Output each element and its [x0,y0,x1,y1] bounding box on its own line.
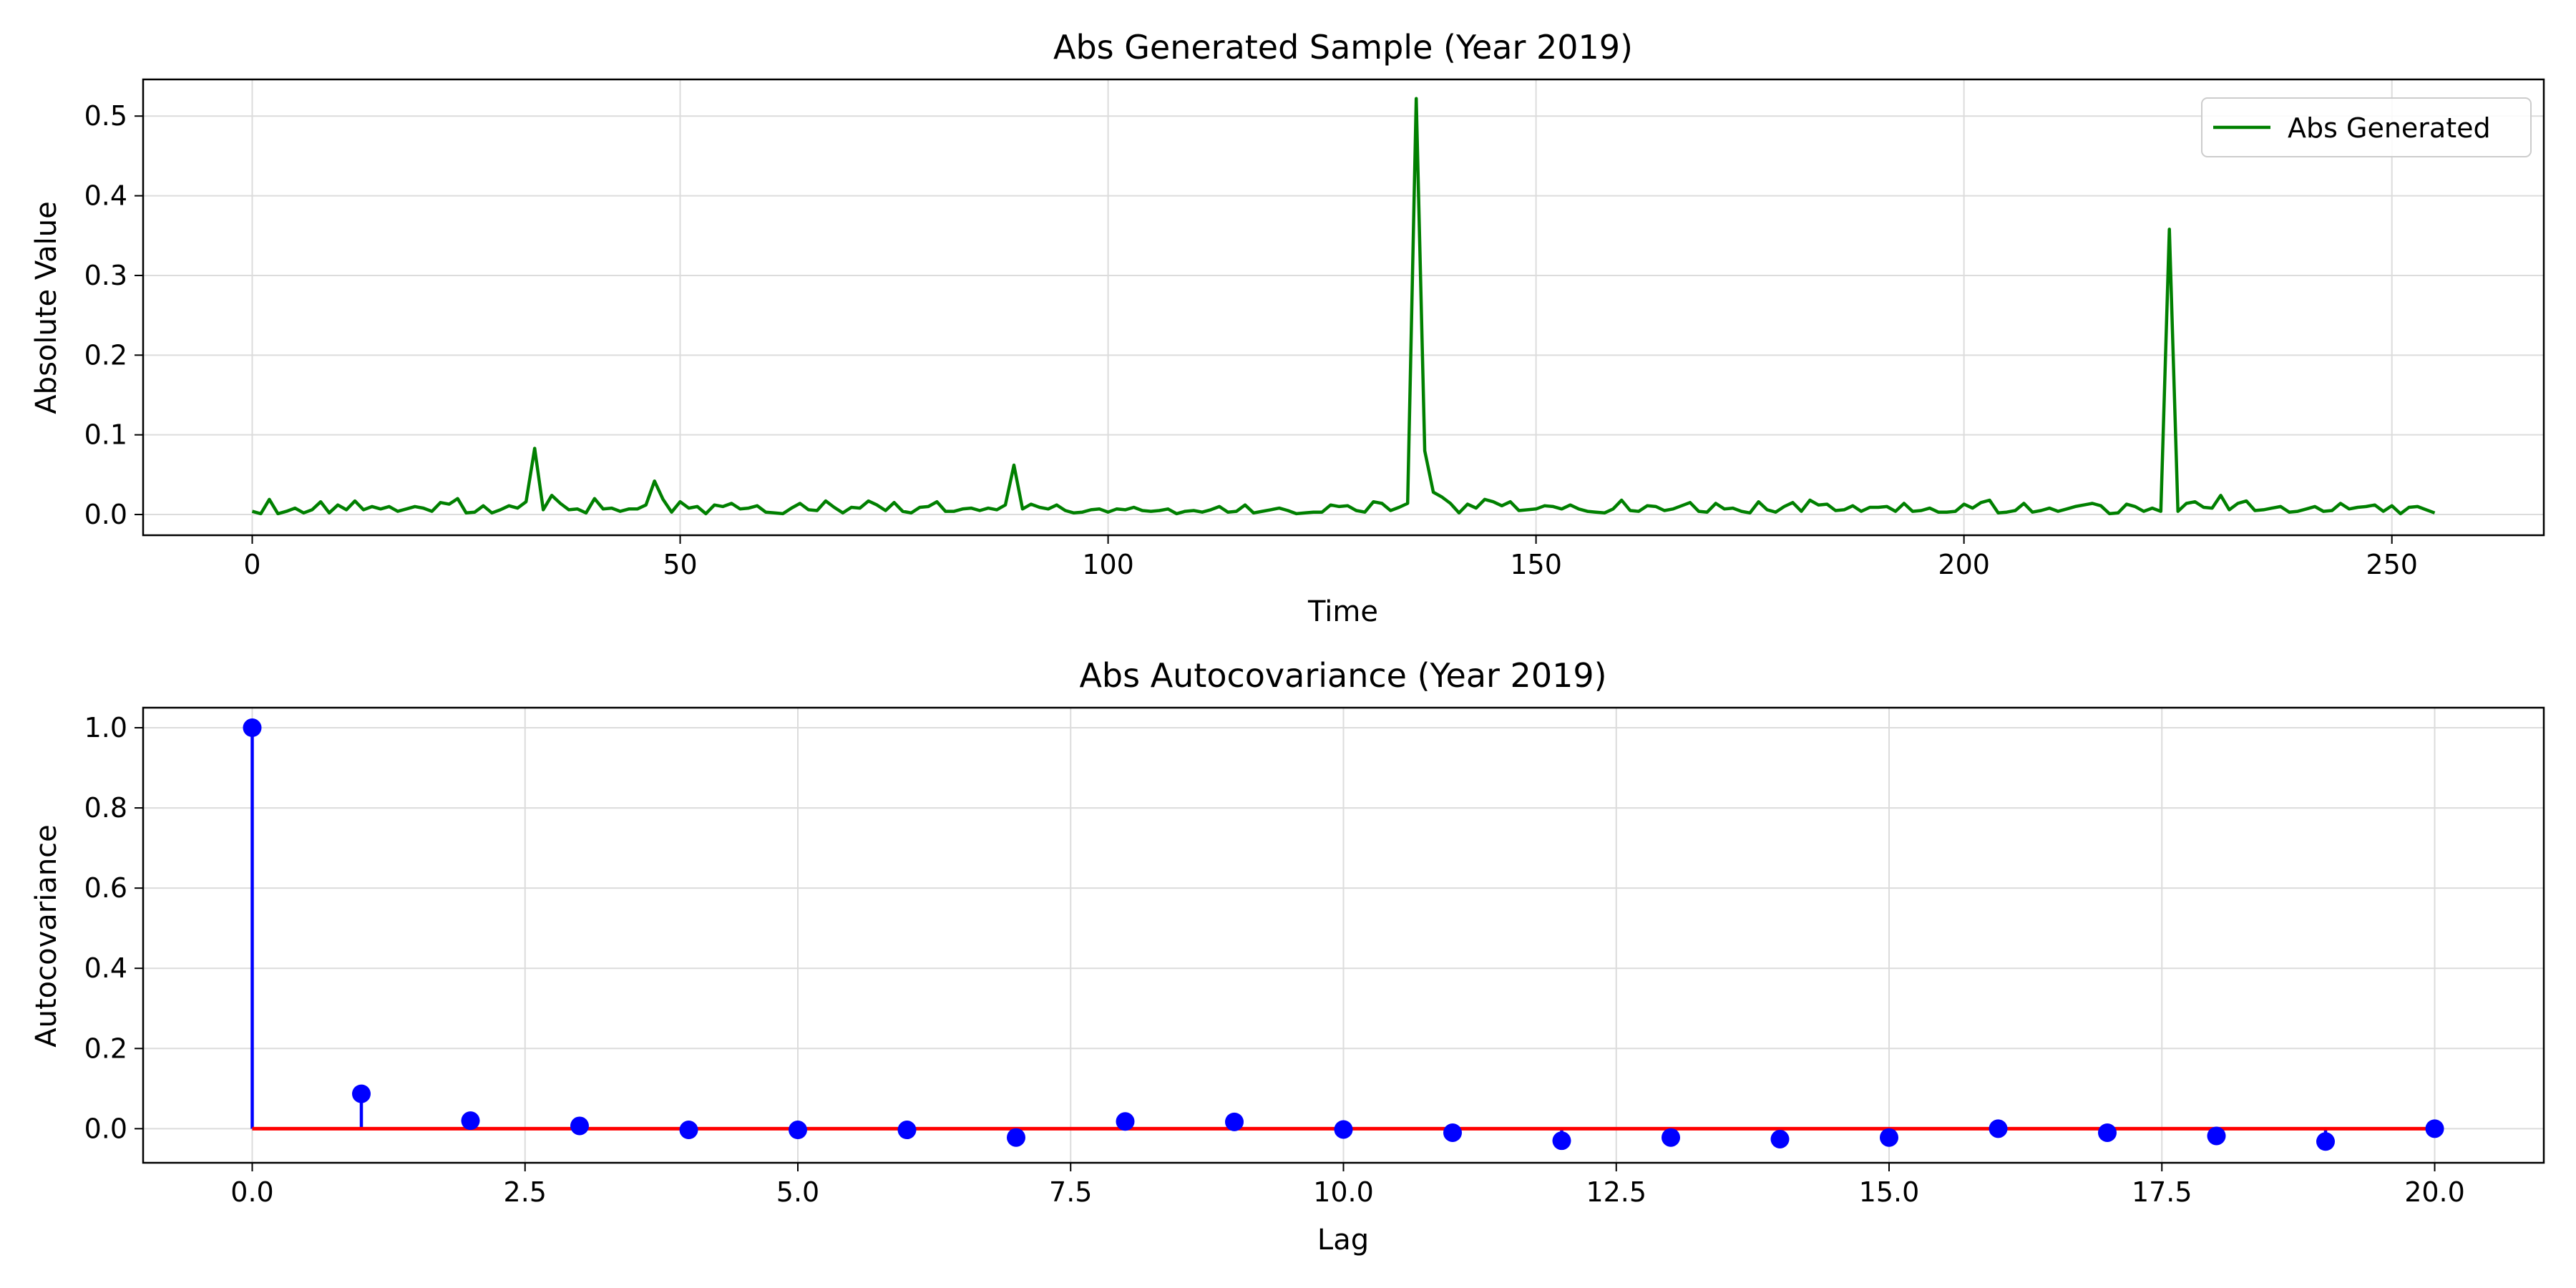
autocovariance-plot-ylabel: Autocovariance [30,824,63,1048]
legend-label: Abs Generated [2288,112,2491,144]
stem-marker [1880,1128,1898,1147]
sample-plot-frame [142,78,2545,537]
sample-plot-xtick-label: 250 [2366,549,2418,580]
stem-marker [1662,1128,1680,1147]
stem-marker [1443,1123,1462,1142]
stem-marker [897,1121,917,1140]
stem-marker [461,1111,480,1131]
autocovariance-plot-ytick-label: 1.0 [84,712,127,743]
autocovariance-plot-xtick-label: 5.0 [776,1176,819,1208]
autocovariance-plot-xtick-label: 15.0 [1859,1176,1920,1208]
stem-marker [2316,1132,2335,1151]
stem-marker [1989,1119,2008,1138]
autocovariance-plot-xtick-label: 0.0 [230,1176,273,1208]
sample-plot-title: Abs Generated Sample (Year 2019) [1053,28,1633,67]
stem-marker [2207,1126,2226,1146]
autocovariance-plot-ytick-label: 0.0 [84,1113,127,1144]
sample-plot-xtick-label: 0 [243,549,260,580]
autocovariance-plot-xtick-label: 20.0 [2404,1176,2465,1208]
sample-plot-ytick-label: 0.1 [84,419,127,451]
autocovariance-plot-ytick-label: 0.2 [84,1033,127,1064]
autocovariance-plot-xtick-label: 10.0 [1313,1176,1374,1208]
stem-marker [1007,1128,1025,1147]
sample-plot-xtick-label: 50 [663,549,697,580]
sample-plot-xtick-label: 150 [1510,549,1562,580]
sample-plot-ytick-label: 0.5 [84,100,127,132]
stem-marker [243,718,262,738]
stem-marker [1552,1131,1571,1151]
stem-marker [1225,1112,1244,1131]
autocovariance-plot-xtick-label: 12.5 [1586,1176,1646,1208]
sample-plot-ytick-label: 0.4 [84,180,127,212]
stem-marker [1770,1129,1790,1148]
stem-marker [1334,1120,1353,1139]
autocovariance-plot-ytick-label: 0.8 [84,792,127,824]
sample-plot-panel: Abs Generated Sample (Year 2019) Time Ab… [30,28,2545,628]
sample-plot-ytick-label: 0.2 [84,339,127,371]
autocovariance-plot-ytick-label: 0.4 [84,952,127,984]
stem-marker [2425,1119,2444,1138]
autocovariance-plot-xlabel: Lag [1317,1224,1369,1257]
autocovariance-plot-xtick-label: 7.5 [1049,1176,1092,1208]
stem-marker [679,1121,698,1140]
stem-marker [789,1121,807,1140]
sample-plot-ytick-label: 0.0 [84,499,127,530]
autocovariance-plot-title: Abs Autocovariance (Year 2019) [1079,656,1606,695]
autocovariance-plot-ytick-label: 0.6 [84,872,127,904]
autocovariance-plot-xtick-label: 2.5 [504,1176,547,1208]
sample-plot-xtick-label: 200 [1938,549,1990,580]
sample-plot-xtick-label: 100 [1082,549,1134,580]
sample-plot-grid [143,79,2544,535]
sample-plot-xlabel: Time [1307,595,1378,628]
stem-marker [2098,1123,2117,1142]
legend: Abs Generated [2201,97,2532,157]
stem-marker [352,1084,371,1103]
autocovariance-plot-xtick-label: 17.5 [2132,1176,2192,1208]
sample-plot-ylabel: Absolute Value [30,201,63,414]
legend-box [2201,97,2532,157]
stem-marker [1116,1112,1135,1131]
autocovariance-plot-frame [142,706,2545,1164]
sample-plot-ytick-label: 0.3 [84,260,127,291]
autocovariance-plot-panel: Abs Autocovariance (Year 2019) Lag Autoc… [30,656,2545,1257]
series-line-abs-generated [251,97,2436,516]
stem-marker [570,1116,589,1136]
